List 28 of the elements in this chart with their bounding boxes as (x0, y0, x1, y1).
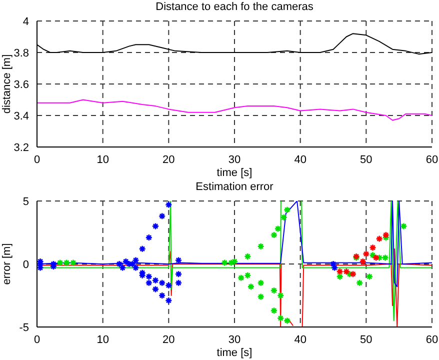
x-tick-label: 30 (228, 154, 241, 166)
x-axis-title: time [s] (216, 167, 252, 179)
x-tick-label: 10 (96, 154, 109, 166)
chart-title: Distance to each fo the cameras (154, 0, 314, 14)
x-tick-label: 0 (34, 334, 40, 346)
x-tick-label: 40 (294, 154, 306, 166)
y-axis-title: distance [m] (1, 54, 13, 114)
x-tick-label: 20 (162, 154, 175, 166)
y-axis-title: error [m] (1, 243, 13, 285)
x-tick-label: 40 (294, 334, 306, 346)
x-tick-label: 0 (34, 154, 40, 166)
y-tick-label: 3.8 (14, 47, 29, 60)
x-tick-label: 10 (96, 334, 109, 346)
x-tick-label: 50 (360, 334, 372, 346)
y-tick-label: 0 (22, 258, 29, 271)
y-tick-label: 5 (22, 196, 29, 208)
x-tick-label: 20 (162, 334, 175, 346)
x-tick-label: 50 (360, 154, 372, 166)
y-tick-label: 4 (22, 16, 29, 28)
y-tick-label: 3.2 (14, 142, 29, 154)
y-tick-label: 3.4 (14, 110, 29, 122)
x-tick-label: 60 (426, 154, 438, 166)
y-tick-label: 3.6 (14, 78, 29, 91)
x-tick-label: 30 (228, 334, 241, 346)
y-tick-label: -5 (19, 322, 29, 334)
chart-title: Estimation error (194, 180, 274, 194)
x-tick-label: 60 (426, 334, 438, 346)
x-axis-title: time [s] (216, 347, 252, 359)
